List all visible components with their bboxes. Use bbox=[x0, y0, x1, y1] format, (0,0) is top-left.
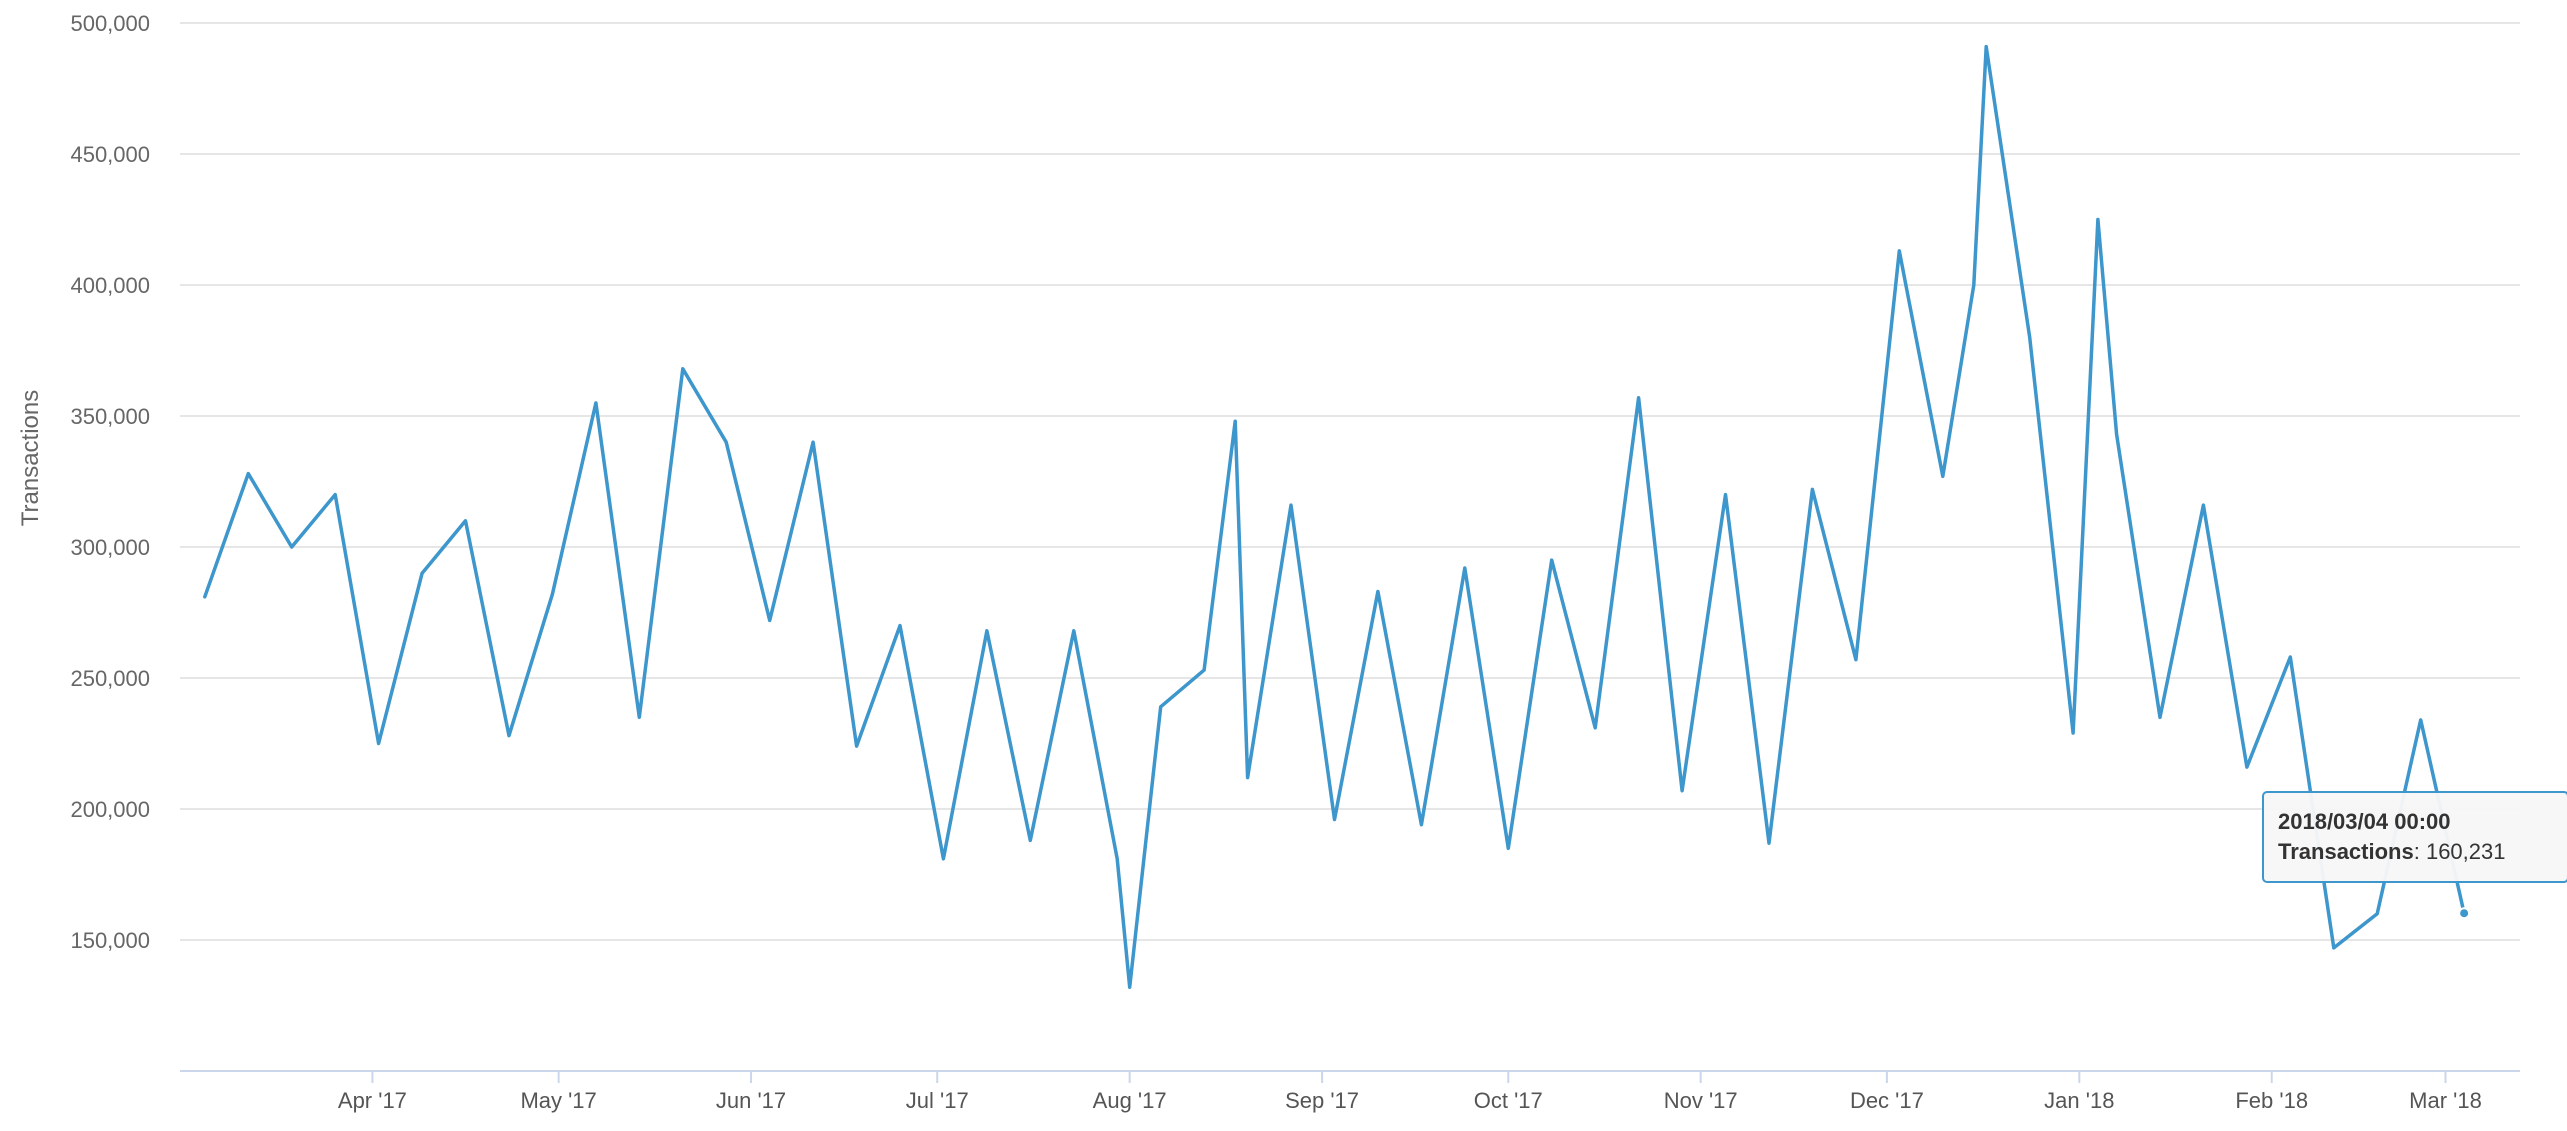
x-tick-label: Jul '17 bbox=[906, 1088, 969, 1113]
x-axis-ticks: Apr '17 May '17 Jun '17 Jul '17 Aug '17 Sep '… bbox=[338, 1071, 2482, 1113]
data-point bbox=[2096, 218, 2100, 222]
data-point bbox=[1550, 558, 1554, 562]
y-tick-label: 150,000 bbox=[70, 928, 150, 953]
data-point bbox=[333, 493, 337, 497]
x-tick-label: Jan '18 bbox=[2044, 1088, 2114, 1113]
series-points bbox=[203, 45, 2471, 989]
data-point bbox=[2332, 946, 2336, 950]
y-tick-label: 350,000 bbox=[70, 404, 150, 429]
data-point bbox=[1289, 503, 1293, 507]
tooltip-series-label: Transactions bbox=[2278, 839, 2414, 864]
data-point bbox=[2115, 432, 2119, 436]
data-point bbox=[811, 440, 815, 444]
series-line-transactions bbox=[203, 44, 2466, 989]
data-point bbox=[1246, 776, 1250, 780]
y-tick-label: 450,000 bbox=[70, 142, 150, 167]
grid-lines bbox=[180, 22, 2520, 941]
tooltip-value: 160,231 bbox=[2426, 839, 2506, 864]
x-tick-label: Dec '17 bbox=[1850, 1088, 1924, 1113]
data-point bbox=[898, 624, 902, 628]
y-tick-label: 500,000 bbox=[70, 11, 150, 36]
data-point bbox=[420, 571, 424, 575]
data-point bbox=[1159, 705, 1163, 709]
x-tick-label: Sep '17 bbox=[1285, 1088, 1359, 1113]
data-point bbox=[2071, 731, 2075, 735]
data-point bbox=[550, 592, 554, 596]
data-point bbox=[1972, 283, 1976, 287]
data-point bbox=[1637, 396, 1641, 400]
x-tick-label: Mar '18 bbox=[2409, 1088, 2482, 1113]
x-tick-label: Nov '17 bbox=[1664, 1088, 1738, 1113]
data-point bbox=[1854, 658, 1858, 662]
data-point bbox=[2419, 718, 2423, 722]
data-point bbox=[594, 401, 598, 405]
x-tick-label: Aug '17 bbox=[1093, 1088, 1167, 1113]
data-point bbox=[1128, 985, 1132, 989]
tooltip-separator: : bbox=[2414, 839, 2426, 864]
x-tick-label: Apr '17 bbox=[338, 1088, 407, 1113]
data-point bbox=[1897, 249, 1901, 253]
tooltip-box bbox=[2262, 791, 2567, 883]
data-point bbox=[1680, 789, 1684, 793]
data-point bbox=[1984, 45, 1988, 49]
hover-point-marker bbox=[2458, 907, 2471, 920]
tooltip-series-row: Transactions: 160,231 bbox=[2278, 839, 2505, 864]
data-point bbox=[941, 857, 945, 861]
data-point bbox=[1941, 474, 1945, 478]
data-point bbox=[1115, 857, 1119, 861]
data-point bbox=[855, 744, 859, 748]
data-point bbox=[1506, 846, 1510, 850]
tooltip: 2018/03/04 00:00 Transactions: 160,231 bbox=[2262, 791, 2567, 883]
data-point bbox=[464, 519, 468, 523]
data-point bbox=[2201, 503, 2205, 507]
data-point bbox=[1028, 838, 1032, 842]
x-tick-label: Jun '17 bbox=[716, 1088, 786, 1113]
data-point bbox=[985, 629, 989, 633]
data-point bbox=[768, 618, 772, 622]
data-point bbox=[1724, 493, 1728, 497]
data-point bbox=[1376, 590, 1380, 594]
y-axis-ticks: 150,000 200,000 250,000 300,000 350,000 400,0… bbox=[70, 11, 150, 953]
data-point bbox=[1419, 823, 1423, 827]
data-point bbox=[1233, 419, 1237, 423]
data-point bbox=[2245, 765, 2249, 769]
y-tick-label: 200,000 bbox=[70, 797, 150, 822]
data-point bbox=[246, 472, 250, 476]
data-point bbox=[507, 734, 511, 738]
data-point bbox=[1072, 629, 1076, 633]
x-tick-label: Oct '17 bbox=[1474, 1088, 1543, 1113]
tooltip-date: 2018/03/04 00:00 bbox=[2278, 809, 2451, 834]
data-point bbox=[2158, 715, 2162, 719]
data-point bbox=[203, 595, 207, 599]
data-point bbox=[724, 440, 728, 444]
data-point bbox=[1333, 818, 1337, 822]
data-point bbox=[377, 742, 381, 746]
x-tick-label: May '17 bbox=[520, 1088, 596, 1113]
data-point bbox=[1202, 668, 1206, 672]
data-point bbox=[290, 545, 294, 549]
y-tick-label: 300,000 bbox=[70, 535, 150, 560]
data-point bbox=[1593, 726, 1597, 730]
y-tick-label: 250,000 bbox=[70, 666, 150, 691]
data-point bbox=[681, 367, 685, 371]
y-tick-label: 400,000 bbox=[70, 273, 150, 298]
data-point bbox=[1810, 487, 1814, 491]
data-point bbox=[1463, 566, 1467, 570]
data-point bbox=[2288, 655, 2292, 659]
data-point bbox=[637, 715, 641, 719]
data-point bbox=[1767, 841, 1771, 845]
data-point bbox=[2028, 335, 2032, 339]
data-point bbox=[2375, 912, 2379, 916]
y-axis-label: Transactions bbox=[17, 390, 44, 527]
x-tick-label: Feb '18 bbox=[2235, 1088, 2308, 1113]
